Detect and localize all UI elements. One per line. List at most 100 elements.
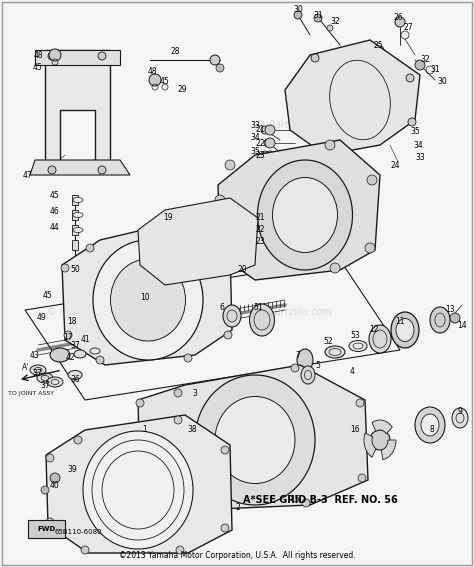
- Ellipse shape: [73, 197, 83, 202]
- Ellipse shape: [223, 305, 241, 327]
- Ellipse shape: [74, 350, 86, 358]
- Ellipse shape: [73, 227, 83, 232]
- Ellipse shape: [68, 370, 82, 379]
- Ellipse shape: [396, 319, 414, 341]
- Text: 31: 31: [430, 66, 440, 74]
- Circle shape: [98, 166, 106, 174]
- Circle shape: [64, 331, 72, 339]
- Ellipse shape: [273, 177, 337, 252]
- Text: 46: 46: [50, 208, 60, 217]
- Circle shape: [265, 138, 275, 148]
- Circle shape: [176, 221, 184, 229]
- Text: 25: 25: [373, 41, 383, 50]
- Text: 33: 33: [415, 154, 425, 163]
- Text: 45: 45: [160, 78, 170, 87]
- Text: 18: 18: [67, 318, 77, 327]
- Text: 34: 34: [413, 141, 423, 150]
- Text: © Partzilla.com: © Partzilla.com: [47, 494, 123, 504]
- Text: 49: 49: [37, 314, 47, 323]
- Text: 51: 51: [253, 303, 263, 312]
- Text: 22: 22: [255, 138, 265, 147]
- Text: 19: 19: [163, 214, 173, 222]
- Circle shape: [138, 468, 146, 476]
- Text: 47: 47: [23, 171, 33, 180]
- Circle shape: [81, 546, 89, 554]
- Circle shape: [221, 251, 229, 259]
- Circle shape: [261, 151, 269, 159]
- Bar: [72, 225, 78, 235]
- Circle shape: [48, 52, 56, 60]
- Text: 16: 16: [350, 425, 360, 434]
- Circle shape: [311, 54, 319, 62]
- Circle shape: [46, 518, 54, 526]
- Text: 15: 15: [290, 496, 300, 505]
- Text: 32: 32: [330, 18, 340, 27]
- Circle shape: [261, 126, 269, 134]
- Ellipse shape: [369, 325, 391, 353]
- Text: 44: 44: [50, 223, 60, 232]
- Ellipse shape: [249, 304, 274, 336]
- Circle shape: [294, 11, 302, 19]
- Ellipse shape: [415, 407, 445, 443]
- Ellipse shape: [195, 375, 315, 505]
- Circle shape: [356, 399, 364, 407]
- Text: 21: 21: [255, 125, 265, 134]
- Text: 37: 37: [40, 380, 50, 390]
- Text: 5: 5: [316, 361, 320, 370]
- Circle shape: [314, 14, 322, 22]
- Circle shape: [395, 17, 405, 27]
- Text: 48: 48: [33, 50, 43, 60]
- Circle shape: [215, 195, 225, 205]
- Circle shape: [48, 166, 56, 174]
- Polygon shape: [46, 415, 232, 553]
- Ellipse shape: [47, 377, 63, 387]
- Circle shape: [46, 454, 54, 462]
- Ellipse shape: [452, 408, 468, 428]
- Circle shape: [325, 140, 335, 150]
- Polygon shape: [30, 160, 130, 175]
- Circle shape: [415, 60, 425, 70]
- Ellipse shape: [73, 213, 83, 218]
- Circle shape: [174, 389, 182, 397]
- Polygon shape: [138, 365, 368, 510]
- Ellipse shape: [349, 341, 367, 352]
- Text: 37: 37: [70, 341, 80, 349]
- Text: FWD: FWD: [38, 526, 56, 532]
- Polygon shape: [372, 420, 392, 434]
- Text: 34: 34: [250, 133, 260, 142]
- Text: A*SEE GRID B-3  REF. NO. 56: A*SEE GRID B-3 REF. NO. 56: [243, 495, 397, 505]
- Text: 31: 31: [313, 11, 323, 19]
- Circle shape: [365, 243, 375, 253]
- Ellipse shape: [37, 373, 53, 383]
- Polygon shape: [35, 50, 120, 65]
- Circle shape: [136, 399, 144, 407]
- Text: ©2013 Yamaha Motor Corporation, U.S.A.  All rights reserved.: ©2013 Yamaha Motor Corporation, U.S.A. A…: [118, 551, 356, 560]
- Ellipse shape: [430, 307, 450, 333]
- Text: 9: 9: [457, 408, 463, 417]
- Text: 17: 17: [63, 333, 73, 342]
- Circle shape: [176, 546, 184, 554]
- Polygon shape: [218, 140, 380, 280]
- Circle shape: [408, 118, 416, 126]
- Text: 22: 22: [255, 226, 265, 235]
- Text: 6: 6: [219, 303, 224, 312]
- Circle shape: [210, 55, 220, 65]
- Text: 45: 45: [50, 191, 60, 200]
- Polygon shape: [285, 40, 420, 155]
- Text: 40: 40: [50, 480, 60, 489]
- Polygon shape: [138, 198, 258, 285]
- Text: 24: 24: [390, 160, 400, 170]
- Circle shape: [86, 244, 94, 252]
- Text: 4: 4: [349, 367, 355, 376]
- Text: 45: 45: [33, 64, 43, 73]
- Polygon shape: [45, 50, 110, 165]
- Text: 21: 21: [255, 214, 265, 222]
- Circle shape: [225, 160, 235, 170]
- Text: 65B110-6080: 65B110-6080: [55, 529, 103, 535]
- Text: © Partzilla.com: © Partzilla.com: [256, 307, 332, 317]
- Circle shape: [450, 313, 460, 323]
- Circle shape: [265, 151, 275, 161]
- Text: 35: 35: [250, 147, 260, 156]
- Ellipse shape: [325, 346, 345, 358]
- Polygon shape: [364, 433, 376, 458]
